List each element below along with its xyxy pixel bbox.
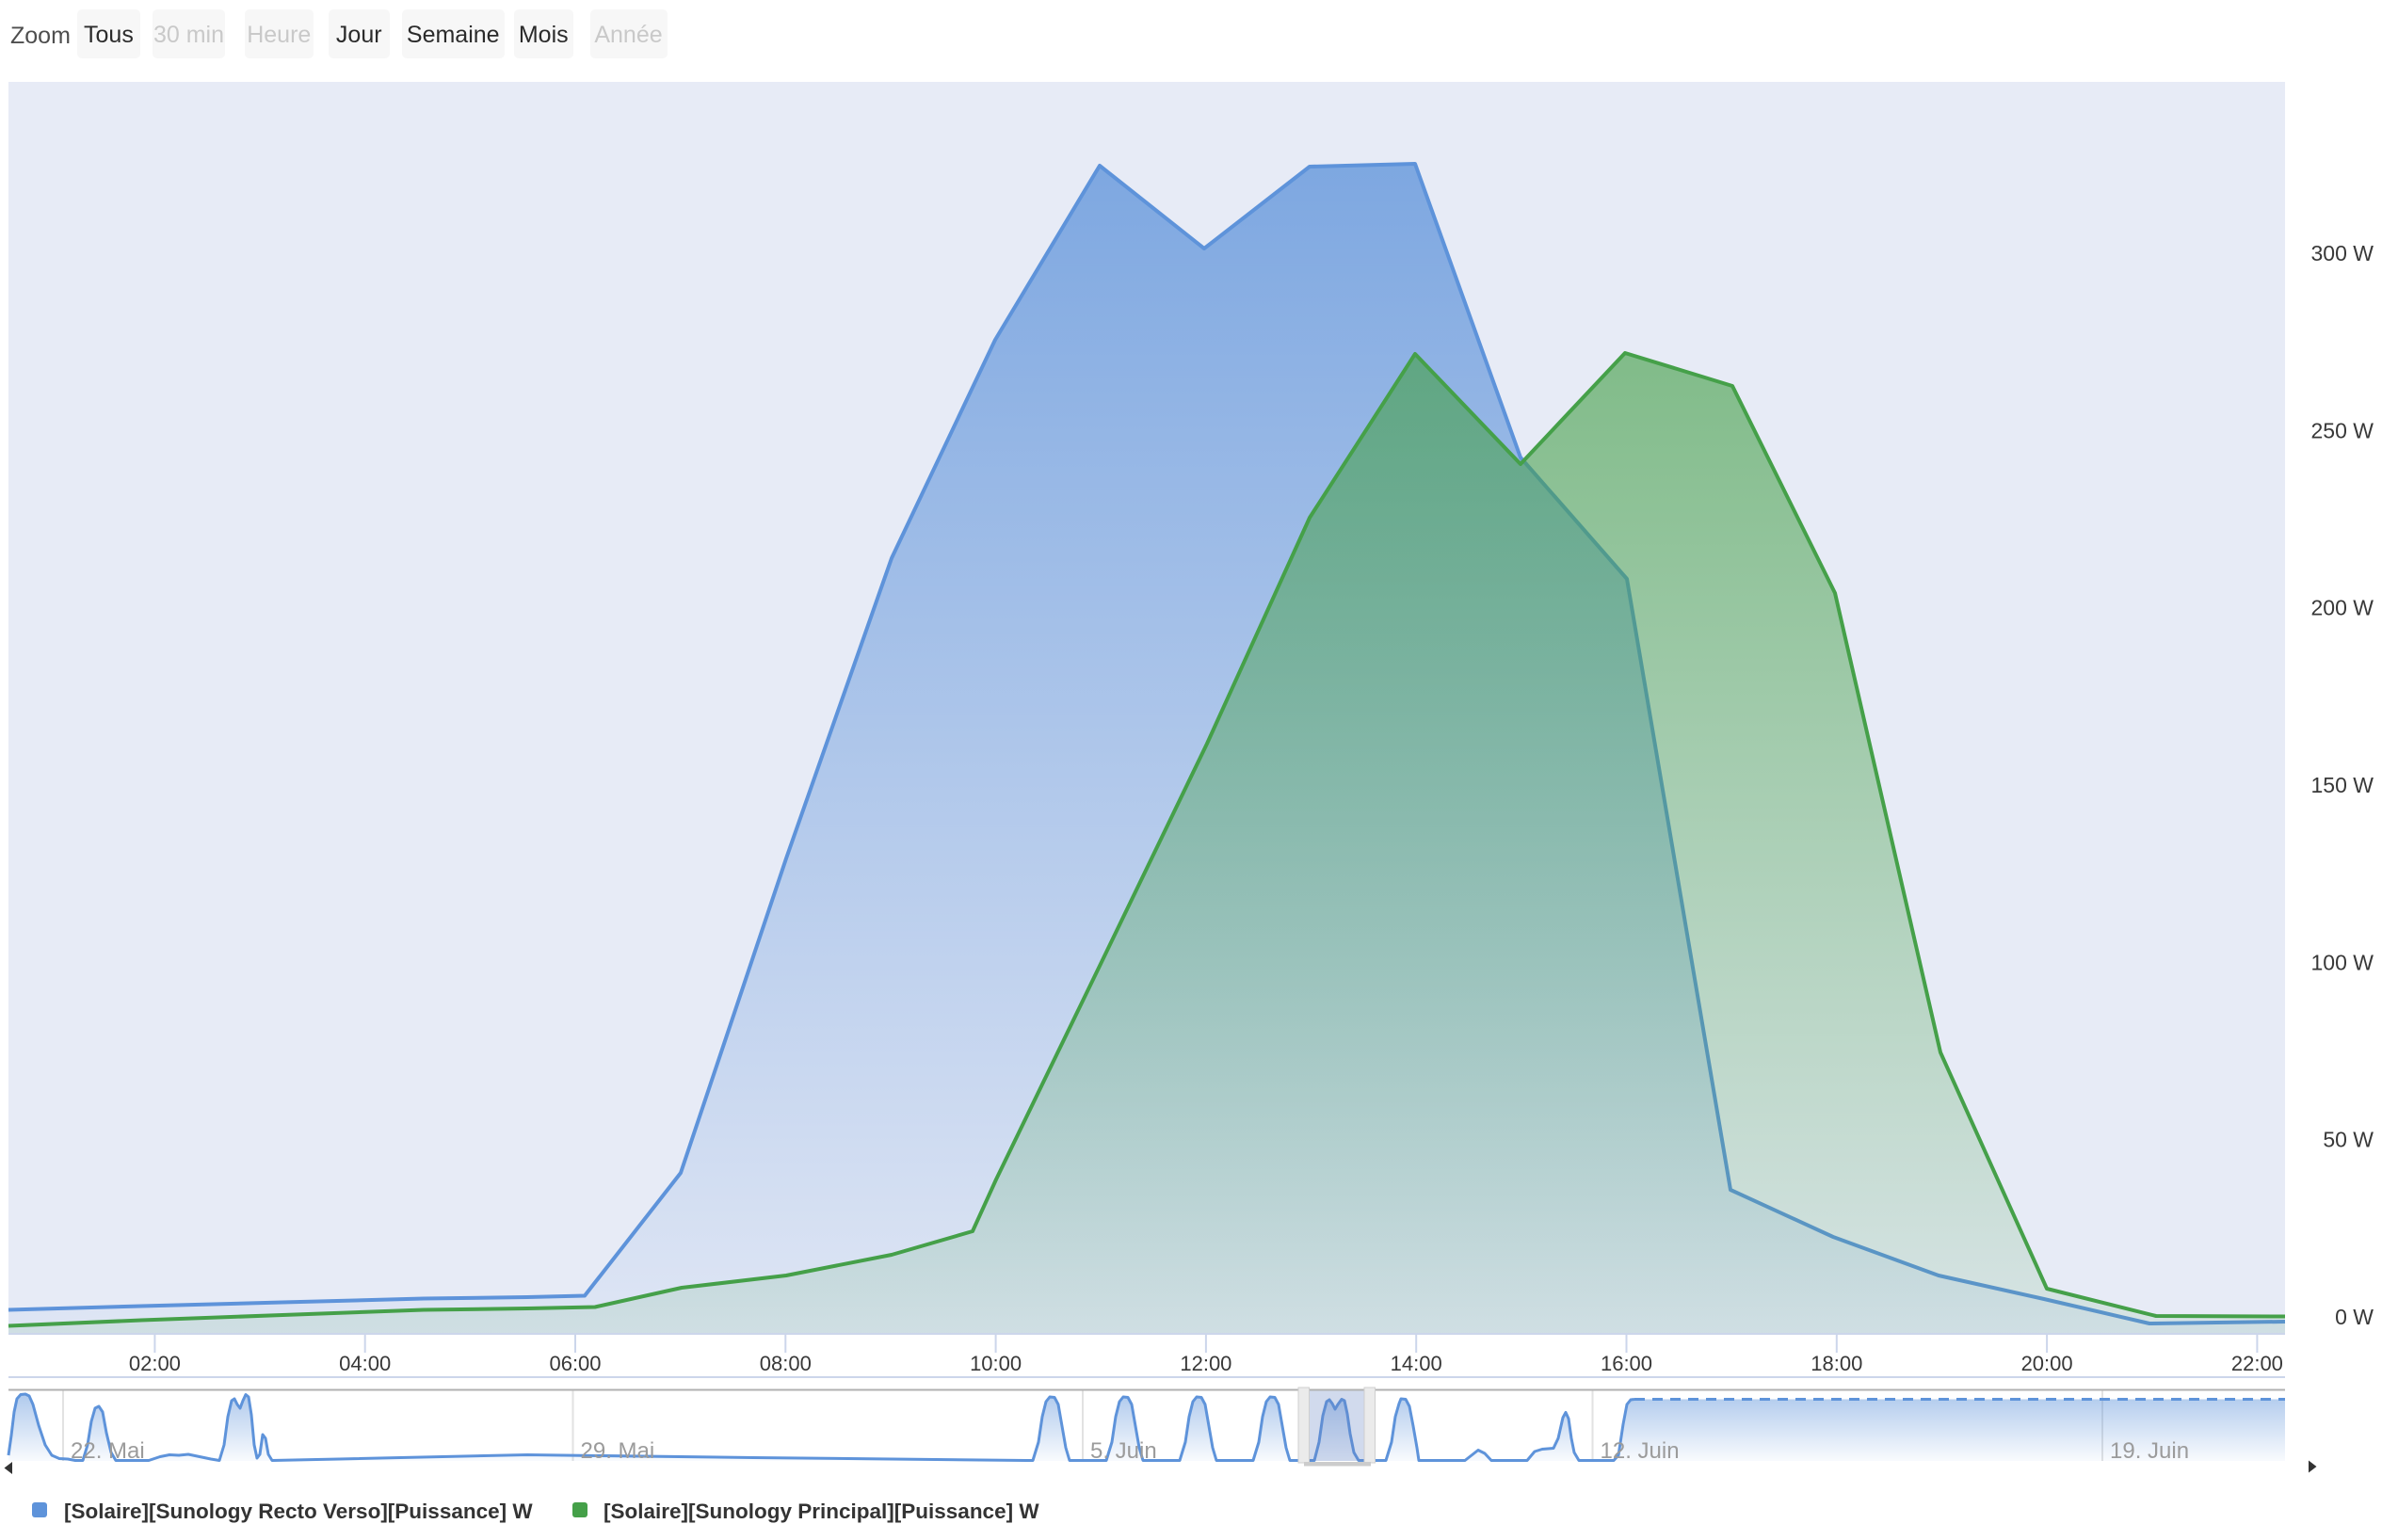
svg-text:12:00: 12:00 bbox=[1180, 1352, 1231, 1375]
svg-text:50 W: 50 W bbox=[2323, 1128, 2374, 1152]
svg-text:06:00: 06:00 bbox=[549, 1352, 601, 1375]
svg-text:0 W: 0 W bbox=[2335, 1305, 2374, 1329]
svg-text:14:00: 14:00 bbox=[1391, 1352, 1442, 1375]
svg-text:20:00: 20:00 bbox=[2021, 1352, 2073, 1375]
svg-text:22:00: 22:00 bbox=[2231, 1352, 2283, 1375]
svg-text:22. Mai: 22. Mai bbox=[71, 1438, 145, 1464]
svg-text:10:00: 10:00 bbox=[970, 1352, 1022, 1375]
svg-text:100 W: 100 W bbox=[2311, 950, 2374, 974]
svg-text:29. Mai: 29. Mai bbox=[581, 1438, 655, 1464]
svg-text:250 W: 250 W bbox=[2311, 418, 2374, 442]
svg-text:18:00: 18:00 bbox=[1811, 1352, 1862, 1375]
svg-text:02:00: 02:00 bbox=[129, 1352, 181, 1375]
svg-text:04:00: 04:00 bbox=[339, 1352, 391, 1375]
svg-text:08:00: 08:00 bbox=[760, 1352, 812, 1375]
svg-text:16:00: 16:00 bbox=[1601, 1352, 1652, 1375]
svg-text:200 W: 200 W bbox=[2311, 596, 2374, 620]
svg-text:5. Juin: 5. Juin bbox=[1090, 1438, 1157, 1464]
svg-text:150 W: 150 W bbox=[2311, 773, 2374, 797]
svg-text:300 W: 300 W bbox=[2311, 241, 2374, 265]
svg-text:12. Juin: 12. Juin bbox=[1601, 1438, 1680, 1464]
svg-text:19. Juin: 19. Juin bbox=[2110, 1438, 2189, 1464]
